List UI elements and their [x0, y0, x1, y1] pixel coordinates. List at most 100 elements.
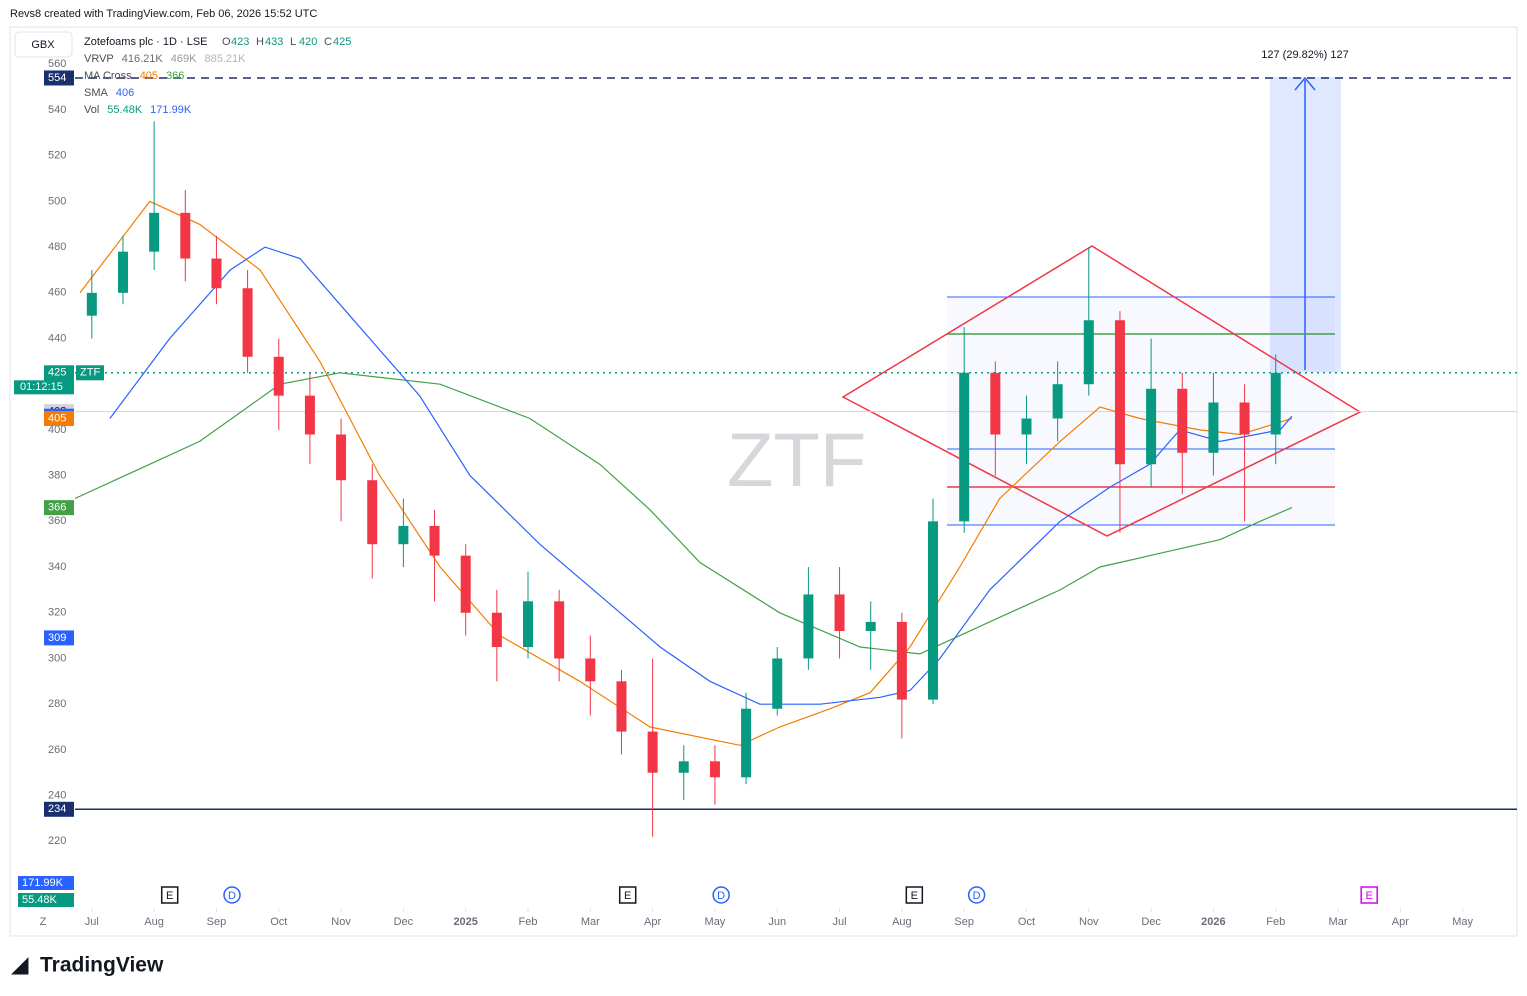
candle-body — [522, 601, 533, 648]
event-label: E — [1366, 890, 1373, 902]
x-tick-label: Apr — [644, 916, 661, 928]
x-tick-label: 2025 — [453, 916, 477, 928]
event-label: D — [717, 890, 725, 902]
volume-badge — [18, 876, 74, 890]
candle-body — [1208, 402, 1219, 453]
countdown: 01:12:15 — [20, 381, 63, 393]
price-badge-label: 366 — [48, 502, 66, 514]
scale-button[interactable]: Z — [40, 916, 47, 928]
candle-body — [959, 372, 970, 522]
candle-body — [647, 731, 658, 773]
x-tick-label: Nov — [1079, 916, 1099, 928]
candle-body — [709, 761, 720, 778]
x-tick-label: Aug — [892, 916, 912, 928]
currency-button[interactable] — [14, 31, 73, 58]
candle-body — [460, 555, 471, 613]
y-tick-label: 320 — [48, 607, 66, 619]
y-tick-label: 440 — [48, 332, 66, 344]
currency[interactable]: GBX — [31, 39, 55, 51]
price-badge-label: 405 — [48, 412, 66, 424]
x-tick-label: Feb — [1266, 916, 1285, 928]
legend-symbol: Zotefoams plc · 1D · LSE — [84, 36, 208, 48]
ohlc-key: C — [324, 36, 332, 48]
event-label: D — [973, 890, 981, 902]
candle-body — [273, 356, 284, 396]
candle-body — [1083, 320, 1094, 385]
event-marker — [905, 886, 924, 904]
price-badge — [44, 801, 74, 817]
candle-body — [367, 480, 378, 545]
x-tick-label: Mar — [1329, 916, 1348, 928]
ma-line — [79, 200, 1293, 746]
x-tick-label: Sep — [207, 916, 227, 928]
ohlc-key: O — [222, 36, 231, 48]
y-tick-label: 380 — [48, 470, 66, 482]
ohlc-value: 433 — [265, 36, 283, 48]
candle-body — [865, 621, 876, 632]
x-tick-label: Dec — [1141, 916, 1161, 928]
indicator-value: 885.21K — [204, 53, 246, 65]
volume-badge — [18, 893, 74, 907]
candle-body — [803, 594, 814, 659]
credit: Revs8 created with TradingView.com, Feb … — [10, 8, 317, 20]
candle-body — [1270, 372, 1281, 435]
event-marker — [160, 886, 179, 904]
candle-body — [1177, 388, 1188, 453]
event-label: E — [911, 890, 918, 902]
candle-body — [336, 434, 347, 481]
countdown-bg — [14, 380, 74, 395]
price-badge-label: 554 — [48, 72, 66, 84]
x-tick-label: Feb — [519, 916, 538, 928]
candle-body — [211, 258, 222, 289]
ohlc-value: 425 — [333, 36, 351, 48]
price-badge — [44, 411, 74, 427]
x-tick-label: May — [1452, 916, 1473, 928]
x-tick-label: Jul — [833, 916, 847, 928]
x-tick-label: Dec — [394, 916, 414, 928]
indicator-name: SMA — [84, 87, 109, 99]
price-badge — [44, 630, 74, 646]
y-tick-label: 340 — [48, 561, 66, 573]
event-marker — [1360, 886, 1378, 904]
candle-body — [616, 681, 627, 732]
candle-body — [149, 212, 160, 252]
indicator-value: 416.21K — [122, 53, 164, 65]
y-tick-label: 560 — [48, 58, 66, 70]
indicator-name: MA Cross — [84, 70, 132, 82]
indicator-name: Vol — [84, 104, 99, 116]
candle-body — [585, 658, 596, 682]
candle-body — [1021, 418, 1032, 435]
candle-body — [772, 658, 783, 709]
symbol-tag-label: ZTF — [80, 367, 100, 379]
x-tick-label: Oct — [1018, 916, 1035, 928]
y-tick-label: 240 — [48, 789, 66, 801]
candle-body — [429, 525, 440, 556]
candle-body — [741, 708, 752, 778]
candle-body — [678, 761, 689, 773]
y-tick-label: 360 — [48, 515, 66, 527]
chart-frame — [9, 26, 1518, 937]
y-tick-label: 460 — [48, 287, 66, 299]
ma-line — [74, 372, 1293, 655]
x-tick-label: Sep — [954, 916, 974, 928]
candle-body — [928, 521, 939, 700]
candle-body — [1239, 402, 1250, 435]
x-tick-label: Apr — [1392, 916, 1409, 928]
y-tick-label: 300 — [48, 652, 66, 664]
event-marker — [223, 886, 241, 904]
candle-body — [1052, 384, 1063, 419]
indicator-value: 469K — [171, 53, 197, 65]
measure-arrow-head — [1294, 76, 1316, 91]
price-badge-label: 425 — [48, 367, 66, 379]
watermark: ZTF — [727, 418, 866, 503]
candle-body — [1114, 320, 1125, 465]
candle-body — [896, 621, 907, 700]
candle-body — [304, 395, 315, 435]
logo-mark: ⁠◢ — [11, 954, 29, 977]
event-marker — [967, 886, 986, 904]
volume-badge-label: 55.48K — [22, 894, 58, 906]
y-tick-label: 520 — [48, 150, 66, 162]
ohlc-key: H — [256, 36, 264, 48]
y-tick-label: 280 — [48, 698, 66, 710]
